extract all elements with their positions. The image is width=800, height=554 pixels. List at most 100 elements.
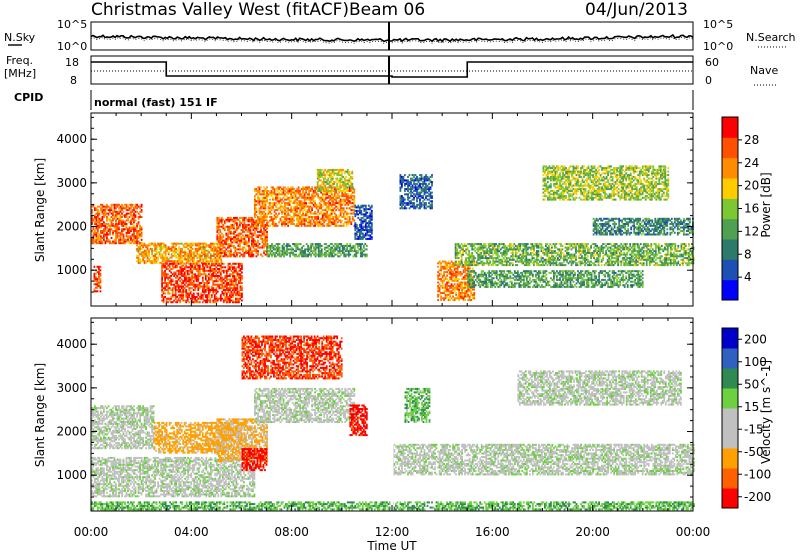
heatmap-cell [116,216,119,218]
heatmap-cell [216,222,219,225]
heatmap-cell [215,266,218,269]
heatmap-cell [279,186,282,189]
heatmap-cell [188,249,191,252]
heatmap-cell [191,253,194,256]
heatmap-cell [118,238,120,241]
heatmap-cell [357,216,360,219]
heatmap-cell [338,191,341,194]
heatmap-cell [321,223,324,225]
heatmap-cell [282,191,285,194]
heatmap-cell [317,193,320,196]
heatmap-cell [332,202,335,205]
heatmap-cell [204,282,207,284]
heatmap-cell [269,193,271,196]
heatmap-cell [227,250,229,253]
heatmap-cell [182,275,185,277]
heatmap-cell [348,184,351,187]
heatmap-cell [251,241,253,244]
heatmap-cell [339,181,342,184]
heatmap-cell [139,205,141,208]
heatmap-cell [194,247,197,250]
heatmap-cell [258,234,261,237]
heatmap-cell [305,196,307,199]
heatmap-cell [353,224,356,227]
heatmap-cell [95,278,97,281]
heatmap-cell [260,229,262,232]
heatmap-cell [148,244,150,247]
heatmap-cell [191,273,194,276]
heatmap-cell [316,189,319,192]
heatmap-cell [197,297,200,300]
heatmap-cell [323,193,326,196]
heatmap-cell [339,210,342,213]
heatmap-cell [344,210,347,213]
heatmap-cell [112,214,114,217]
heatmap-cell [236,290,239,293]
heatmap-cell [264,241,267,244]
heatmap-cell [136,260,138,263]
heatmap-cell [204,264,207,267]
heatmap-cell [133,242,135,245]
heatmap-cell [229,285,231,288]
heatmap-cell [142,260,144,263]
heatmap-cell [194,283,197,286]
heatmap-cell [199,247,202,250]
heatmap-cell [168,297,171,300]
heatmap-cell [336,179,339,182]
heatmap-cell [115,233,117,236]
heatmap-cell [324,202,327,205]
heatmap-cell [249,230,252,233]
heatmap-cell [227,275,230,277]
heatmap-cell [164,254,167,257]
heatmap-cell [316,168,319,171]
heatmap-cell [336,205,339,208]
heatmap-cell [454,246,457,249]
heatmap-cell [408,174,411,177]
heatmap-cell [466,253,469,256]
heatmap-cell [327,221,330,224]
heatmap-cell [264,244,267,247]
heatmap-cell [122,207,125,210]
heatmap-cell [309,224,312,227]
heatmap-cell [346,188,349,191]
heatmap-cell [228,230,231,233]
heatmap-cell [233,223,235,226]
heatmap-cell [131,223,134,225]
heatmap-cell [219,225,222,228]
heatmap-cell [177,290,180,293]
heatmap-cell [152,256,155,259]
heatmap-cell [164,261,167,264]
heatmap-cell [308,186,310,189]
heatmap-cell [103,235,105,238]
heatmap-cell [229,273,231,276]
heatmap-cell [343,177,346,180]
heatmap-cell [197,249,200,252]
heatmap-cell [260,246,262,249]
heatmap-cell [296,210,298,213]
heatmap-cell [198,301,201,304]
heatmap-cell [261,216,264,218]
heatmap-cell [249,253,252,256]
heatmap-cell [157,244,159,247]
heatmap-cell [255,229,258,232]
heatmap-cell [299,250,302,253]
heatmap-cell [218,275,221,277]
heatmap-cell [282,186,285,189]
heatmap-cell [224,297,227,300]
heatmap-cell [263,186,265,189]
heatmap-cell [206,287,209,290]
heatmap-cell [308,219,310,222]
heatmap-cell [287,214,289,217]
heatmap-cell [204,275,207,277]
heatmap-cell [251,243,253,246]
heatmap-cell [206,261,209,264]
heatmap-cell [137,242,140,245]
heatmap-cell [245,248,247,251]
heatmap-cell [274,248,276,251]
heatmap-cell [268,253,270,256]
heatmap-cell [225,275,228,277]
heatmap-cell [344,198,347,201]
heatmap-cell [324,219,327,222]
heatmap-cell [216,250,219,253]
heatmap-cell [139,214,141,217]
